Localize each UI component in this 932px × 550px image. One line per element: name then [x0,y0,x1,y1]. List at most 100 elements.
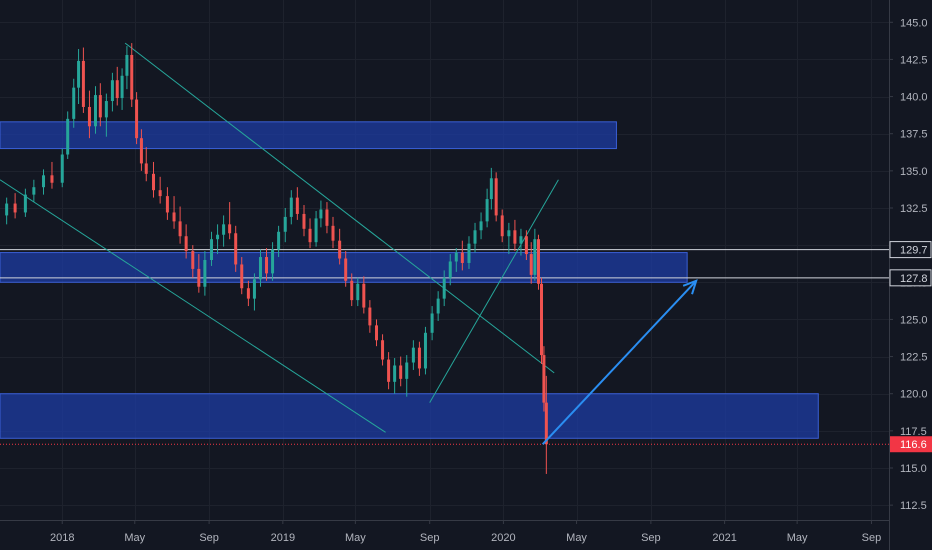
price-tick-label: 122.5 [900,352,928,364]
time-tick-label: 2018 [50,532,74,544]
candle-body [533,239,537,275]
price-tick-label: 115.0 [900,463,927,475]
price-label-box [889,241,932,259]
projection-arrow[interactable] [541,279,698,445]
price-tick-label: 135.0 [900,166,928,178]
trendline[interactable] [124,42,555,374]
candle-body [338,240,342,259]
candle-body [210,239,214,260]
candle-body [473,230,477,244]
candle-body [60,154,64,183]
candle-body [479,221,483,231]
candle-body [144,163,148,174]
candle-body [442,277,446,299]
candles [5,43,548,474]
candle-body [362,283,366,308]
candle-body [23,194,27,213]
candle-body [152,173,156,191]
candle-body [258,257,262,280]
price-tick-label: 120.0 [900,389,928,401]
zones [0,121,819,439]
candle-body [325,209,329,226]
price-tick-label: 117.5 [900,426,927,438]
price-label-text: 116.6 [900,439,927,451]
candle-body [356,283,360,301]
candle-body [500,215,504,237]
candle-body [302,213,306,229]
candle-body [411,347,415,363]
time-tick-label: 2020 [491,532,515,544]
candle-body [454,252,458,262]
price-tick-label: 125.0 [900,314,928,326]
candle-body [66,118,70,155]
candle-body [77,60,81,88]
time-tick-label: 2021 [712,532,736,544]
candle-body [120,75,124,99]
candle-body [544,402,548,445]
arrow-shaft[interactable] [541,280,697,445]
candle-body [430,313,434,333]
support-resistance-zone[interactable] [0,121,617,150]
candle-body [485,199,489,222]
time-tick-label: May [345,532,366,544]
candle-body [350,280,354,301]
candle-body [265,257,269,274]
candle-body [98,95,102,118]
candle-body [271,249,275,274]
time-tick-label: Sep [199,532,219,544]
candle-body [184,236,188,252]
candle-body [295,197,299,214]
candle-body [423,332,427,369]
candle-body [460,252,464,263]
candle-body [158,190,162,197]
candle-body [494,178,498,216]
candle-body [93,95,97,127]
candle-body [87,106,91,127]
price-labels: 129.7 127.8 116.6 [889,241,932,453]
candle-body [50,175,54,183]
candle-body [130,54,134,100]
arrow-head[interactable] [682,279,698,295]
candle-body [172,212,176,222]
candle-body [536,239,540,284]
price-tick-label: 140.0 [900,92,928,104]
candle-body [135,99,139,139]
candle-body [228,224,232,234]
candle-body [240,264,244,289]
candle-body [5,203,9,216]
time-tick-label: May [566,532,587,544]
support-resistance-zone[interactable] [0,393,819,439]
candle-body [115,80,119,99]
candle-body [393,365,397,382]
trendlines [0,42,559,433]
candle-body [283,216,287,232]
time-axis[interactable]: 2018 May Sep 2019 May Sep 2020 May Sep 2021 May Sep [50,520,881,544]
candle-body [507,230,511,237]
candle-body [110,80,114,102]
price-tick-label: 145.0 [900,17,928,29]
time-tick-label: Sep [641,532,661,544]
candle-body [519,236,523,244]
candle-body [246,288,250,299]
candle-body [81,60,85,107]
candle-body [448,261,452,278]
price-tick-label: 137.5 [900,129,928,141]
candle-body [203,260,207,287]
trendline[interactable] [0,179,386,433]
price-tick-label: 142.5 [900,54,928,66]
candle-body [234,233,238,265]
candle-body [524,236,528,255]
time-tick-label: May [787,532,808,544]
candle-body [289,197,293,217]
candle-body [314,218,318,243]
time-tick-label: Sep [862,532,882,544]
time-tick-label: 2019 [271,532,295,544]
price-label-text: 127.8 [900,273,928,285]
price-label-box [890,436,932,453]
candle-body [539,283,543,356]
trendline[interactable] [429,179,559,403]
candle-body [222,224,226,235]
candle-body [42,175,46,188]
candle-body [165,196,169,213]
